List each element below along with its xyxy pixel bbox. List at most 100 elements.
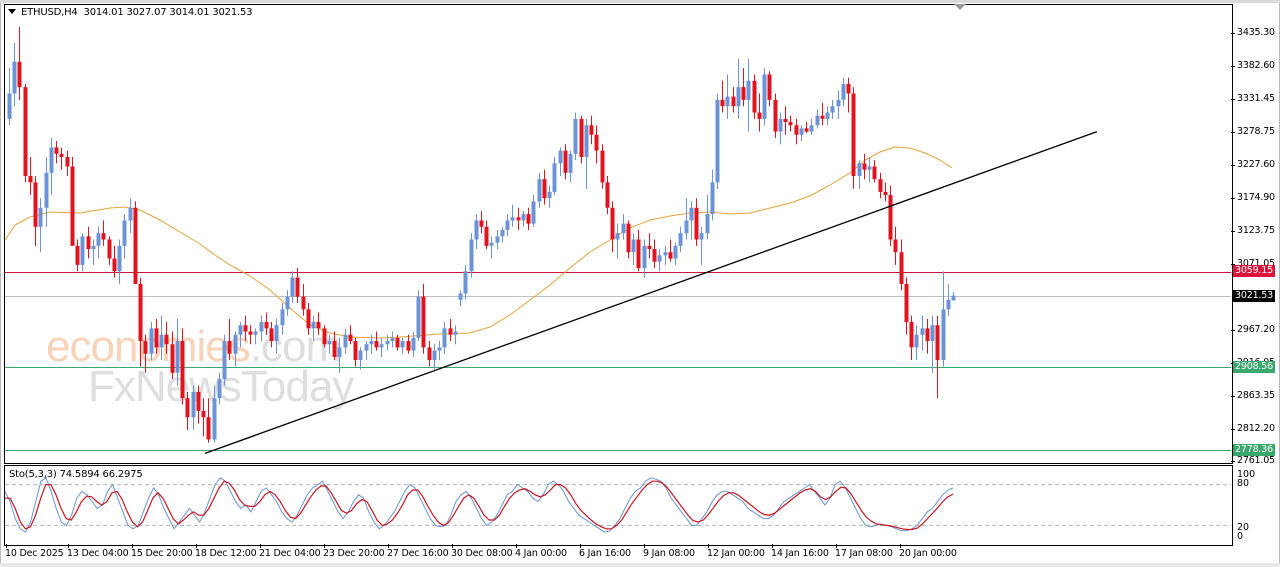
price-level-label: 3021.53 [1233,290,1275,302]
candle-body [343,334,348,348]
candle-body [951,295,956,301]
time-axis-tick [708,544,709,548]
candle-body [206,417,211,440]
candle-body [584,125,589,157]
candle-body [526,214,531,224]
candle-body [280,309,285,326]
candle-body [705,214,710,234]
candle-body [243,325,248,332]
candle-body [133,207,138,284]
chart-ohlc: 3014.01 3027.07 3014.01 3021.53 [83,7,253,18]
time-axis-tick [516,544,517,548]
candle-body [337,347,342,357]
candle-body [295,277,300,297]
candle-body [946,299,951,310]
candle-body [746,80,751,100]
candle-body [427,347,432,361]
candle-body [469,239,474,272]
candle-body [736,87,741,107]
time-axis-tick [196,544,197,548]
time-axis-label: 13 Dec 04:00 [67,548,129,559]
stochastic-pane[interactable] [4,465,1233,546]
candle-body [668,252,673,259]
candle-body [164,334,169,345]
time-axis-label: 6 Jan 16:00 [579,548,631,559]
candle-body [600,150,605,183]
candle-body [820,115,825,119]
candle-body [217,379,222,399]
price-axis-label: 2761.05 [1237,455,1275,466]
price-axis-tick [1231,198,1235,199]
candle-body [893,239,898,253]
candle-body [673,245,678,259]
trendline [204,130,1098,455]
candle-body [752,80,757,113]
candle-body [715,99,720,183]
candle-body [264,322,269,329]
stochastic-label: Sto(5,3,3) 74.5894 66.2975 [9,469,143,480]
candle-body [400,341,405,348]
candle-body [191,391,196,418]
candle-body [510,217,515,221]
time-axis-label: 30 Dec 08:00 [451,548,513,559]
candle-body [385,341,390,345]
candle-body [322,328,327,345]
time-axis-label: 21 Dec 04:00 [259,548,321,559]
price-level-label: 3059.15 [1233,265,1275,277]
candle-body [474,220,479,240]
candle-body [899,252,904,284]
candle-body [369,341,374,345]
time-axis-label: 4 Jan 00:00 [515,548,567,559]
price-axis-label: 3382.60 [1237,60,1275,71]
time-axis-label: 27 Dec 16:00 [387,548,449,559]
window-bottom-border [0,563,1280,567]
candle-body [914,334,919,348]
candle-body [128,207,133,221]
candle-body [269,328,274,342]
price-axis-label: 2812.20 [1237,423,1275,434]
candle-body [143,341,148,354]
candle-body [479,220,484,227]
candle-body [788,122,793,126]
price-axis-tick [1231,231,1235,232]
candle-body [442,328,447,348]
time-axis-label: 18 Dec 12:00 [195,548,257,559]
price-axis-label: 3174.90 [1237,192,1275,203]
candle-body [65,156,70,167]
chart-shift-marker-icon[interactable] [954,4,966,10]
time-axis-tick [388,544,389,548]
time-axis-label: 12 Jan 00:00 [707,548,765,559]
price-axis-tick [1231,330,1235,331]
chart-menu-triangle-icon[interactable] [8,9,16,14]
candle-body [416,296,421,338]
candle-body [175,341,180,373]
candle-body [290,277,295,297]
candle-body [925,328,930,342]
candle-body [804,128,809,132]
candle-body [563,150,568,173]
candle-body [589,125,594,135]
candle-body [941,309,946,361]
candle-body [767,74,772,100]
time-axis-label: 20 Jan 00:00 [899,548,957,559]
candle-body [904,283,909,323]
moving-average-line [4,146,953,339]
candle-body [883,191,888,196]
candle-body [720,99,725,107]
candle-body [421,296,426,348]
candle-body [185,398,190,418]
candle-body [867,166,872,170]
stochastic-signal-line [5,480,954,531]
candle-body [762,74,767,119]
candle-body [170,344,175,373]
candle-body [657,255,662,262]
candle-body [107,239,112,259]
candle-body [12,61,17,94]
candle-body [652,249,657,262]
candle-body [238,325,243,335]
candle-body [794,125,799,135]
window-top-border [0,0,1280,3]
candle-body [59,153,64,157]
price-axis-label: 3071.05 [1237,258,1275,269]
